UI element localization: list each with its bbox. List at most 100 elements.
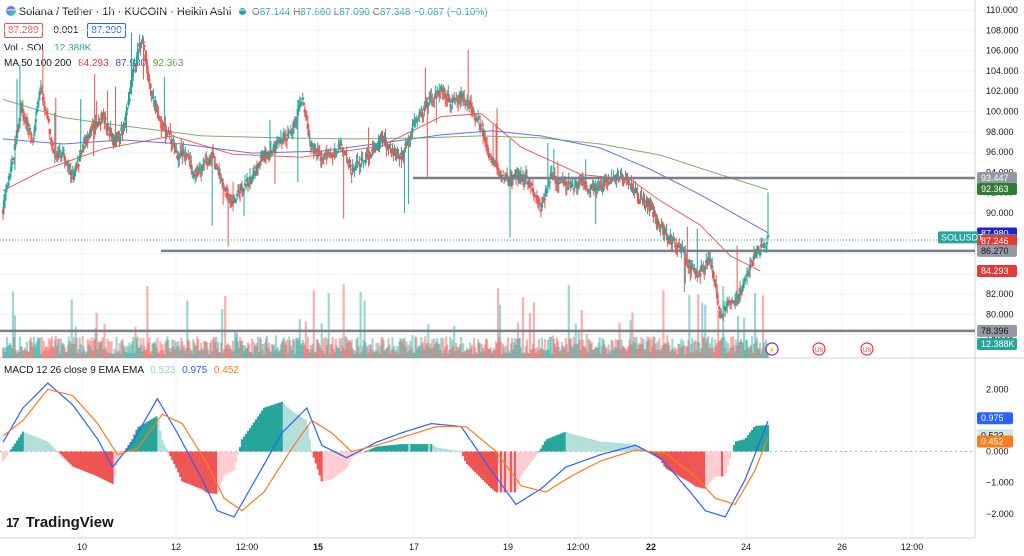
horizontal-lines[interactable] bbox=[0, 176, 975, 333]
macd-tag-label: 0.975 bbox=[981, 413, 1004, 423]
volume-bar bbox=[579, 349, 582, 358]
ma-label[interactable]: MA 50 100 200 bbox=[4, 58, 72, 69]
candle-body bbox=[364, 161, 367, 163]
macd-histogram-bar bbox=[499, 451, 503, 493]
volume-bar bbox=[50, 336, 53, 358]
macd-histogram-bar bbox=[199, 451, 202, 489]
macd-label[interactable]: MACD 12 26 close 9 EMA EMA bbox=[4, 365, 144, 376]
tradingview-logo[interactable]: 17 TradingView bbox=[6, 514, 114, 531]
volume-bar bbox=[73, 343, 76, 358]
volume-bar bbox=[727, 343, 730, 358]
macd-histogram-bar bbox=[452, 450, 455, 452]
volume-bar bbox=[432, 347, 435, 358]
volume-label[interactable]: Vol · SOL bbox=[4, 43, 47, 54]
candle-body bbox=[88, 135, 91, 138]
macd-histogram-bar bbox=[159, 430, 162, 452]
volume-bar bbox=[760, 348, 764, 358]
volume-bar bbox=[454, 351, 457, 358]
volume-bar bbox=[371, 338, 374, 358]
volume-bar bbox=[631, 312, 634, 358]
volume-bar bbox=[554, 346, 557, 358]
macd-histogram-bar bbox=[748, 432, 752, 452]
macd-histogram-bar bbox=[342, 451, 345, 472]
volume-bar bbox=[474, 347, 477, 358]
candle-body bbox=[388, 144, 391, 146]
volume-bar bbox=[462, 343, 465, 358]
volume-bar bbox=[122, 344, 125, 358]
volume-bar bbox=[658, 338, 661, 358]
volume-bar bbox=[80, 352, 83, 358]
volume-bar bbox=[430, 348, 433, 358]
volume-bar bbox=[524, 345, 528, 358]
candle-body bbox=[352, 171, 355, 173]
candle-body bbox=[164, 124, 167, 127]
symbol-title[interactable]: Solana / Tether · 1h · KUCOIN · Heikin A… bbox=[18, 6, 232, 18]
time-tick-label: 12 bbox=[171, 542, 181, 552]
macd-histogram-bar bbox=[420, 444, 423, 452]
candle-body bbox=[543, 198, 547, 200]
volume-bar bbox=[28, 340, 31, 358]
candle-body bbox=[171, 140, 174, 142]
volume-bar bbox=[209, 342, 212, 358]
macd-histogram-bar bbox=[328, 451, 331, 480]
volume-bar bbox=[670, 349, 673, 358]
volume-bar bbox=[11, 291, 15, 358]
candle-body bbox=[311, 145, 314, 147]
candle-body bbox=[555, 182, 559, 184]
macd-histogram-bar bbox=[410, 444, 413, 452]
candle-body bbox=[175, 149, 178, 151]
macd-histogram-bar bbox=[310, 451, 313, 453]
macd-histogram-bar bbox=[609, 442, 612, 452]
candle-body bbox=[707, 257, 710, 262]
volume-bar bbox=[194, 346, 197, 358]
candle-body bbox=[108, 132, 111, 136]
macd-histogram-bar bbox=[665, 451, 668, 469]
candle-body bbox=[467, 106, 471, 109]
candle-body bbox=[183, 153, 186, 155]
volume-bar bbox=[605, 348, 608, 358]
volume-bar bbox=[652, 336, 655, 358]
macd-histogram-bar bbox=[73, 451, 76, 468]
macd-histogram-bar bbox=[480, 451, 483, 479]
macd-histogram-bar bbox=[505, 451, 509, 493]
candle-body bbox=[391, 148, 394, 151]
macd-histogram-bar bbox=[428, 444, 431, 452]
volume-bar bbox=[633, 336, 636, 358]
volume-bar bbox=[595, 347, 598, 358]
candle-body bbox=[713, 279, 716, 282]
volume-bar bbox=[71, 343, 74, 358]
volume-bar bbox=[607, 344, 610, 358]
candle-body bbox=[510, 177, 514, 183]
macd-histogram-bar bbox=[143, 423, 146, 452]
volume-bar bbox=[46, 351, 49, 358]
candle-body bbox=[35, 108, 39, 113]
event-markers[interactable]: ⚡ US US bbox=[765, 342, 874, 356]
volume-bar bbox=[86, 338, 89, 358]
volume-bar bbox=[351, 348, 354, 358]
candle-body bbox=[438, 91, 441, 94]
volume-bar bbox=[587, 338, 590, 358]
candle-body bbox=[78, 155, 81, 162]
candle-body bbox=[147, 74, 150, 76]
volume-bar bbox=[190, 350, 193, 358]
volume-bar bbox=[154, 341, 157, 358]
macd-histogram-bar bbox=[444, 448, 447, 452]
candle-body bbox=[552, 174, 556, 178]
candle-body bbox=[605, 178, 608, 182]
candle-body bbox=[138, 43, 141, 48]
candle-body bbox=[466, 101, 470, 103]
candle-body bbox=[490, 161, 494, 163]
candle-body bbox=[716, 301, 720, 303]
volume-bar bbox=[683, 345, 686, 358]
macd-tick-label: −2.000 bbox=[986, 509, 1014, 519]
volume-bar bbox=[699, 352, 702, 358]
macd-histogram-bar bbox=[744, 437, 748, 452]
volume-bar bbox=[304, 321, 307, 358]
macd-histogram-bar bbox=[35, 437, 38, 452]
candle-body bbox=[695, 273, 698, 277]
candle-body bbox=[627, 178, 630, 181]
macd-histogram-bar bbox=[89, 451, 92, 474]
candle-body bbox=[56, 154, 59, 159]
volume-bar bbox=[634, 342, 637, 358]
